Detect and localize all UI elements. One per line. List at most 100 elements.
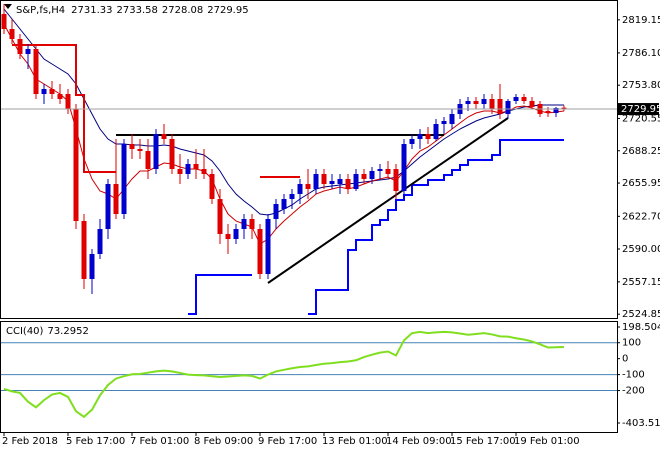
candle-body: [209, 174, 215, 199]
candle-body: [17, 39, 23, 54]
candle-body: [57, 94, 63, 99]
candle-body: [417, 134, 423, 139]
candle-body: [113, 184, 119, 214]
candle-body: [25, 49, 31, 54]
y-tick-label: 2524.85: [622, 309, 660, 320]
y-tick-label: -100: [622, 370, 645, 381]
candle-body: [225, 234, 231, 239]
chart-title: S&P,fs,H4: [16, 5, 65, 16]
y-tick-label: -200: [622, 386, 645, 397]
candle-body: [449, 114, 455, 124]
candle-body: [545, 111, 551, 113]
price-label: 2729.95: [621, 104, 660, 115]
candle-body: [281, 199, 287, 209]
y-tick-label: 2819.15: [622, 15, 660, 26]
cci-value: 73.2952: [47, 326, 88, 337]
x-tick-label: 7 Feb 01:00: [130, 436, 189, 447]
candle-body: [249, 219, 255, 229]
x-tick-label: 5 Feb 17:00: [66, 436, 125, 447]
candle-body: [89, 254, 95, 279]
candle-body: [217, 199, 223, 234]
candle-body: [505, 101, 511, 114]
y-tick-label: 2622.70: [622, 211, 660, 222]
candle-body: [369, 171, 375, 179]
candle-body: [425, 134, 431, 139]
candle-body: [153, 134, 159, 169]
candle-body: [257, 229, 263, 274]
candle-body: [49, 89, 55, 94]
high-value: 2733.58: [117, 5, 158, 16]
candle-body: [9, 29, 15, 39]
y-tick-label: -403.5104: [622, 418, 660, 429]
candle-body: [121, 144, 127, 214]
y-tick-label: 198.5044: [622, 322, 660, 333]
candle-body: [401, 144, 407, 191]
x-tick-label: 19 Feb 01:00: [514, 436, 580, 447]
cci-title: CCI(40): [6, 326, 44, 337]
candle-body: [137, 149, 143, 151]
candle-body: [561, 107, 567, 110]
candle-body: [481, 99, 487, 104]
candle-body: [65, 94, 71, 109]
candle-body: [321, 174, 327, 184]
trendline: [267, 117, 509, 284]
cci-header: CCI(40) 73.2952: [6, 326, 89, 337]
candle-body: [313, 174, 319, 189]
candle-body: [489, 99, 495, 109]
frames: [0, 0, 618, 433]
candle-body: [169, 139, 175, 169]
candle-body: [393, 169, 399, 191]
close-value: 2729.95: [207, 5, 248, 16]
candle-body: [529, 101, 535, 107]
candle-body: [297, 184, 303, 194]
candle-body: [1, 14, 7, 29]
candle-body: [185, 164, 191, 174]
candle-body: [97, 229, 103, 254]
moving-average: [3, 23, 565, 245]
candle-body: [385, 169, 391, 174]
candle-body: [41, 89, 47, 94]
candle-body: [473, 101, 479, 104]
candle-body: [345, 179, 351, 189]
candle-body: [305, 184, 311, 189]
x-tick-label: 13 Feb 01:00: [322, 436, 388, 447]
candle-body: [441, 121, 447, 124]
x-tick-label: 8 Feb 09:00: [194, 436, 253, 447]
candle-body: [289, 194, 295, 199]
chart-header: S&P,fs,H4 2731.33 2733.58 2728.08 2729.95: [16, 5, 249, 16]
y-tick-label: 2720.55: [622, 113, 660, 124]
candle-body: [233, 229, 239, 239]
candle-body: [273, 204, 279, 219]
candle-body: [377, 169, 383, 171]
cci-line: [3, 330, 565, 419]
candle-body: [201, 169, 207, 174]
candle-body: [353, 174, 359, 189]
x-tick-label: 15 Feb 17:00: [450, 436, 516, 447]
x-tick-label: 2 Feb 2018: [2, 436, 58, 447]
candle-body: [129, 144, 135, 149]
candle-body: [105, 184, 111, 229]
y-tick-label: 2590.00: [622, 244, 660, 255]
candle-body: [553, 108, 559, 113]
y-tick-label: 2753.80: [622, 80, 660, 91]
candle-body: [81, 221, 87, 279]
candle-body: [433, 124, 439, 139]
candle-body: [337, 179, 343, 184]
y-tick-label: 2786.10: [622, 48, 660, 59]
candle-body: [265, 219, 271, 274]
candle-body: [241, 219, 247, 229]
open-value: 2731.33: [71, 5, 112, 16]
menu-icon: [4, 4, 12, 9]
main-frame: [0, 0, 618, 319]
candle-body: [497, 99, 503, 114]
candle-body: [521, 97, 527, 101]
y-tick-label: 2557.15: [622, 277, 660, 288]
x-tick-label: 14 Feb 09:00: [386, 436, 452, 447]
y-tick-label: 0: [622, 354, 628, 365]
candle-body: [33, 49, 39, 94]
candle-body: [465, 101, 471, 104]
candle-body: [329, 181, 335, 184]
low-value: 2728.08: [162, 5, 203, 16]
y-tick-label: 2655.95: [622, 178, 660, 189]
